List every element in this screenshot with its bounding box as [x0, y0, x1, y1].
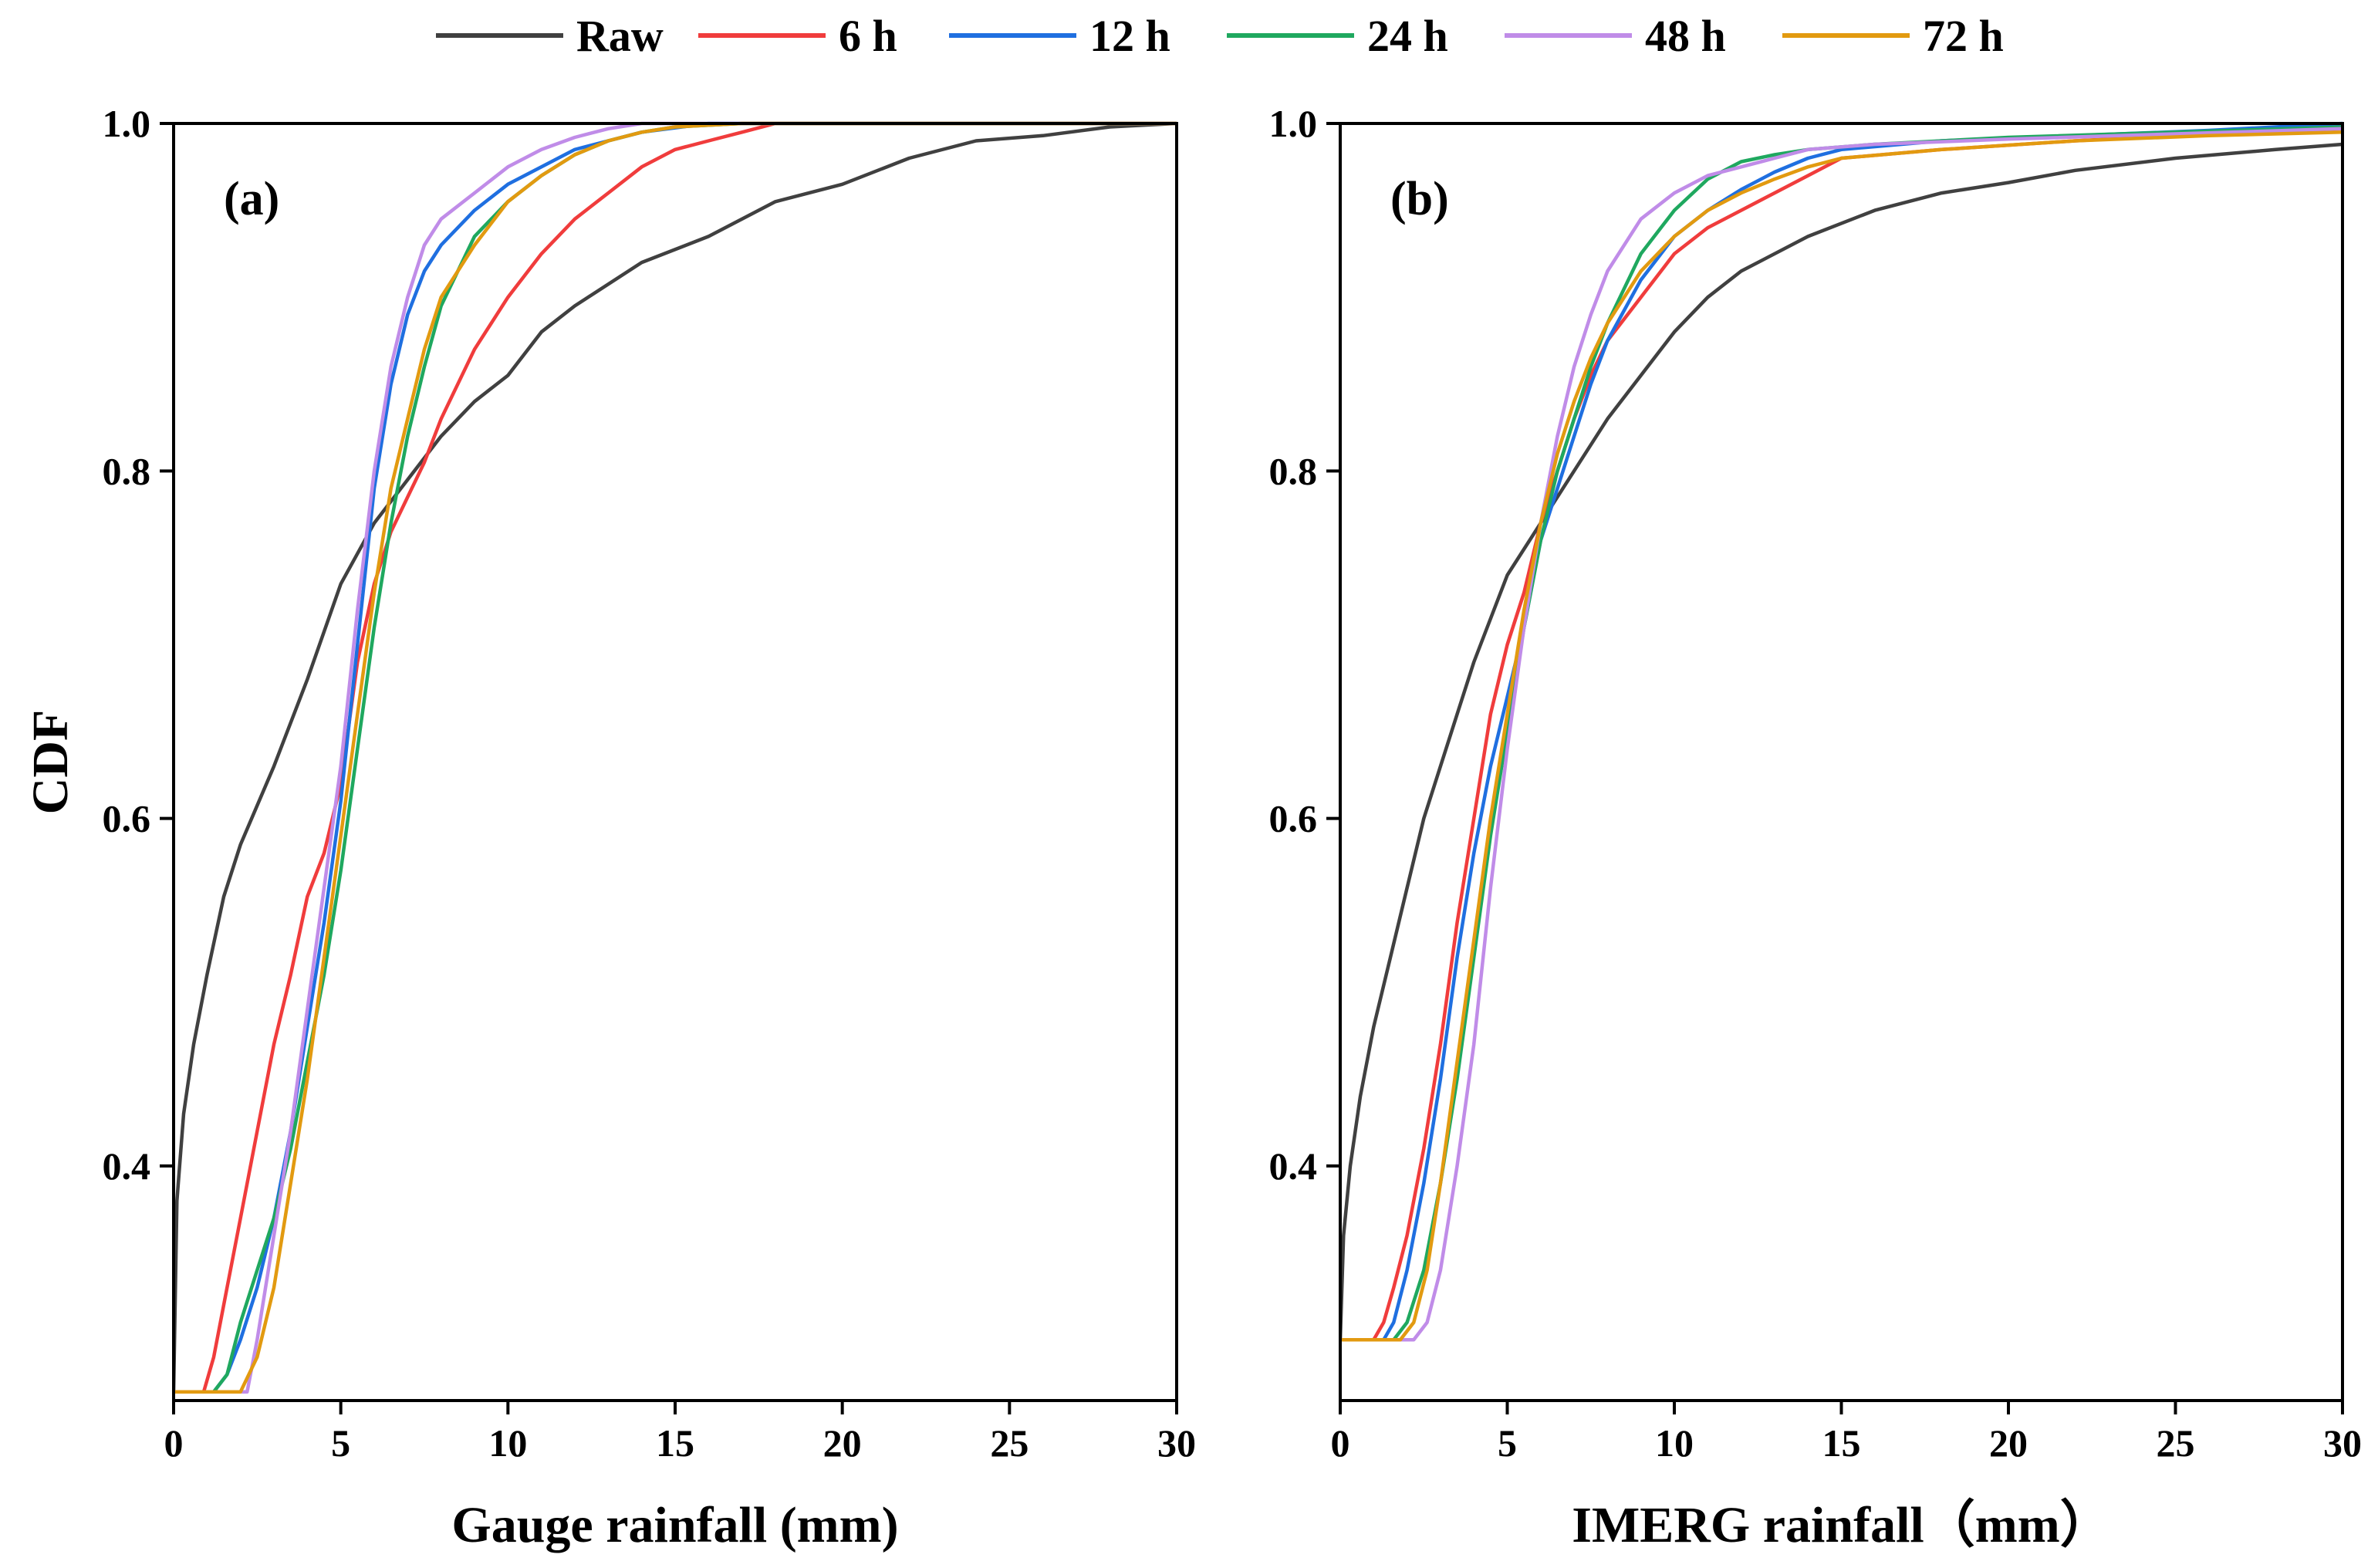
plot-frame: [172, 122, 1178, 1402]
x-tick-label: 15: [1822, 1421, 1861, 1465]
x-axis-title: IMERG rainfall（mm）: [1572, 1496, 2110, 1553]
y-tick-label: 0.8: [1269, 449, 1318, 492]
x-tick-label: 15: [656, 1421, 694, 1465]
legend-label-raw: Raw: [576, 11, 664, 61]
legend-label-h6: 6 h: [839, 11, 897, 61]
y-tick-label: 1.0: [103, 102, 151, 145]
series-line-raw: [1340, 142, 2343, 1342]
x-tick-label: 30: [2323, 1421, 2362, 1465]
x-axis-title: Gauge rainfall (mm): [451, 1497, 898, 1553]
legend: Raw 6 h 12 h 24 h 48 h 72 h: [436, 11, 2004, 61]
x-tick-label: 20: [823, 1421, 862, 1465]
y-tick-label: 0.6: [1269, 797, 1318, 840]
legend-label-h48: 48 h: [1645, 11, 1726, 61]
x-tick-label: 30: [1157, 1421, 1196, 1465]
series-group: [174, 121, 1177, 1394]
panel-label: (a): [224, 173, 279, 225]
y-axis-title: CDF: [22, 710, 79, 815]
series-line-6h: [1340, 127, 2343, 1342]
panel-a: 0 5 10 15 20 25 30 0.4 0.6 0.8 1.0 (a) Gauge rainfal…: [22, 102, 1196, 1553]
series-line-72h: [174, 121, 1177, 1394]
legend-item-h24: 24 h: [1227, 11, 1448, 61]
legend-label-h72: 72 h: [1923, 11, 2004, 61]
series-line-72h: [1340, 130, 2343, 1342]
legend-item-h48: 48 h: [1505, 11, 1726, 61]
legend-item-h12: 12 h: [949, 11, 1170, 61]
x-tick-label: 10: [1655, 1421, 1694, 1465]
legend-label-h24: 24 h: [1367, 11, 1448, 61]
x-tick-label: 10: [488, 1421, 527, 1465]
series-group: [1340, 121, 2343, 1342]
legend-item-h72: 72 h: [1782, 11, 2004, 61]
legend-label-h12: 12 h: [1089, 11, 1170, 61]
series-line-48h: [174, 121, 1177, 1394]
panel-b: 0 5 10 15 20 25 30 0.4 0.6 0.8 1.0 (b) IMERG rainfal…: [1269, 102, 2363, 1553]
panel-label: (b): [1390, 173, 1449, 225]
x-tick-label: 25: [990, 1421, 1029, 1465]
series-line-raw: [174, 121, 1177, 1394]
series-line-12h: [174, 121, 1177, 1394]
series-line-6h: [174, 121, 1177, 1394]
x-tick-label: 5: [331, 1421, 350, 1465]
x-tick-label: 25: [2157, 1421, 2195, 1465]
x-tick-label: 5: [1498, 1421, 1517, 1465]
x-tick-label: 0: [164, 1421, 184, 1465]
x-tick-label: 0: [1331, 1421, 1350, 1465]
series-line-24h: [1340, 125, 2343, 1342]
y-tick-label: 0.8: [103, 449, 151, 492]
legend-item-h6: 6 h: [698, 11, 897, 61]
series-line-24h: [174, 121, 1177, 1394]
y-tick-label: 0.4: [1269, 1144, 1318, 1188]
y-tick-label: 1.0: [1269, 102, 1318, 145]
y-tick-label: 0.4: [103, 1144, 151, 1188]
legend-item-raw: Raw: [436, 11, 664, 61]
series-line-12h: [1340, 121, 2343, 1342]
y-tick-label: 0.6: [103, 797, 151, 840]
x-tick-label: 20: [1989, 1421, 2028, 1465]
series-line-48h: [1340, 127, 2343, 1342]
